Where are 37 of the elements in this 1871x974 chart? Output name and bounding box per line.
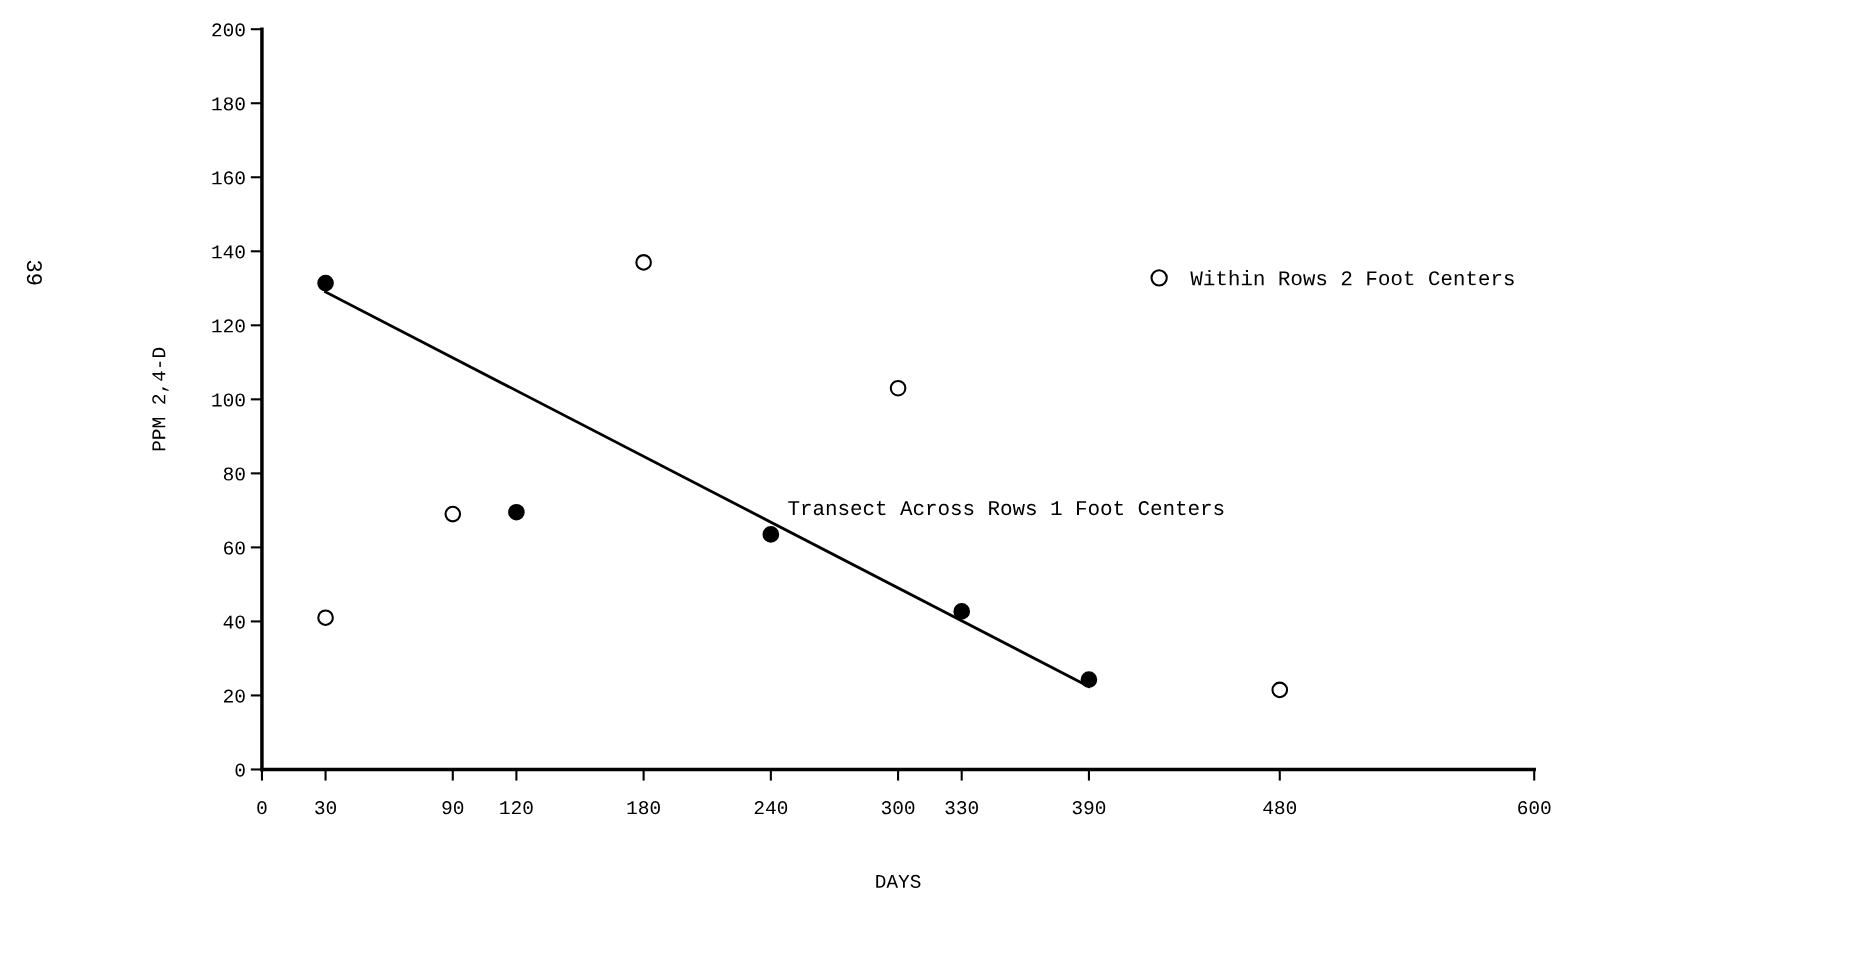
y-tick-label: 100 (212, 393, 245, 407)
series-label: Transect Across Rows 1 Foot Centers (788, 501, 1224, 516)
x-tick-label: 600 (1518, 801, 1551, 815)
x-tick-label: 30 (315, 801, 337, 815)
point (953, 603, 971, 620)
y-tick-label: 40 (223, 615, 245, 629)
point (635, 254, 652, 271)
y-tick-label: 60 (224, 541, 245, 555)
x-axis-title: DAYS (876, 874, 921, 888)
x-tick-label: 90 (442, 801, 464, 815)
y-tick-label: 20 (224, 689, 245, 703)
x-tick-label: 480 (1263, 801, 1297, 815)
point (444, 505, 462, 523)
y-tick-label: 140 (212, 245, 245, 259)
x-tick-label: 240 (754, 801, 788, 815)
y-tick-label: 180 (212, 97, 245, 111)
point (889, 379, 907, 397)
point (317, 609, 334, 627)
point (1271, 681, 1289, 699)
x-tick-label: 300 (881, 801, 915, 815)
point (317, 274, 334, 292)
y-axis-title: PPM 2,4-D (152, 347, 169, 451)
point (762, 526, 780, 543)
x-tick-label: 0 (257, 801, 267, 815)
x-tick-label: 120 (500, 801, 533, 815)
x-tick-label: 180 (627, 801, 660, 815)
x-tick-label: 390 (1072, 801, 1106, 815)
point (1080, 671, 1098, 688)
y-tick-label: 120 (212, 319, 245, 333)
y-tick-label: 160 (212, 171, 245, 185)
x-tick-label: 330 (945, 801, 978, 815)
y-tick-label: 200 (212, 23, 245, 37)
y-tick-label: 0 (235, 763, 245, 777)
legend-label: Within Rows 2 Foot Centers (1190, 270, 1514, 286)
point (508, 503, 525, 521)
text: 39 (26, 260, 42, 285)
y-tick-label: 80 (223, 467, 245, 481)
